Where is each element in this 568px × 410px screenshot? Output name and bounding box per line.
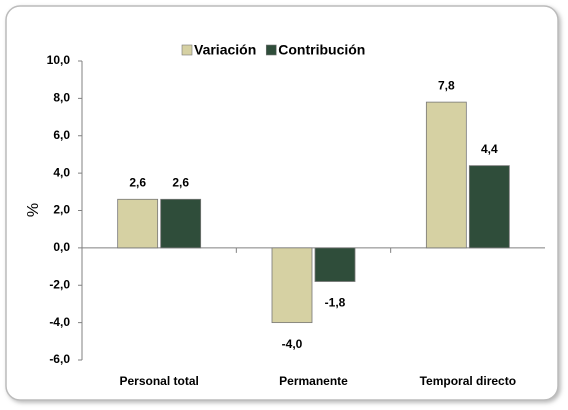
bar: [468, 165, 510, 249]
data-label: -4,0: [282, 337, 303, 351]
legend-swatch: [181, 44, 193, 56]
y-tick-label: 8,0: [53, 91, 70, 105]
y-tick-label: 0,0: [53, 240, 70, 254]
data-label: 2,6: [129, 175, 146, 189]
data-label: 7,8: [438, 78, 455, 92]
y-tick-label: -6,0: [49, 352, 70, 366]
chart-frame: [5, 5, 559, 401]
bar: [425, 101, 467, 249]
y-tick-label: -2,0: [49, 277, 70, 291]
y-tick-label: 4,0: [53, 165, 70, 179]
data-label: 2,6: [172, 175, 189, 189]
legend-label: Contribución: [278, 42, 365, 58]
x-tick-label: Personal total: [119, 374, 198, 388]
y-axis-label: %: [25, 203, 42, 217]
y-tick-label: 2,0: [53, 203, 70, 217]
legend-label: Variación: [194, 42, 256, 58]
y-tick-label: 10,0: [47, 53, 71, 67]
bar: [314, 247, 356, 282]
bar: [160, 198, 202, 249]
legend-swatch: [265, 44, 277, 56]
bar: [117, 198, 159, 249]
data-label: 4,4: [481, 142, 498, 156]
x-tick-label: Permanente: [279, 374, 348, 388]
data-label: -1,8: [325, 296, 346, 310]
y-tick-label: -4,0: [49, 315, 70, 329]
x-tick-label: Temporal directo: [420, 374, 516, 388]
bar: [271, 247, 313, 324]
y-tick-label: 6,0: [53, 128, 70, 142]
